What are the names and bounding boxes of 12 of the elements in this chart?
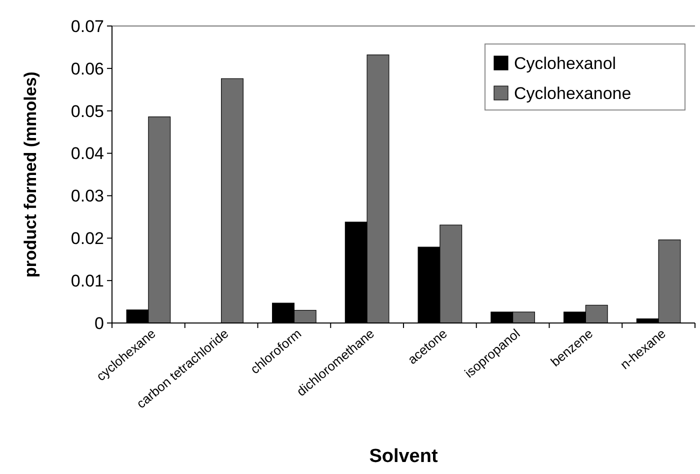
y-tick-label: 0.06 — [70, 59, 104, 78]
x-axis-title: Solvent — [369, 446, 438, 467]
legend-label: Cyclohexanol — [514, 54, 616, 73]
y-tick-label: 0.04 — [70, 144, 104, 164]
y-tick-label: 0.05 — [70, 102, 104, 121]
legend-label: Cyclohexanone — [514, 84, 632, 103]
y-tick-label: 0 — [94, 314, 104, 333]
y-tick-label: 0.07 — [70, 16, 104, 36]
y-tick-label: 0.03 — [70, 186, 104, 206]
y-tick-label: 0.01 — [70, 272, 104, 291]
y-axis-title: product formed (mmoles) — [21, 72, 40, 278]
y-tick-label: 0.02 — [70, 229, 104, 248]
